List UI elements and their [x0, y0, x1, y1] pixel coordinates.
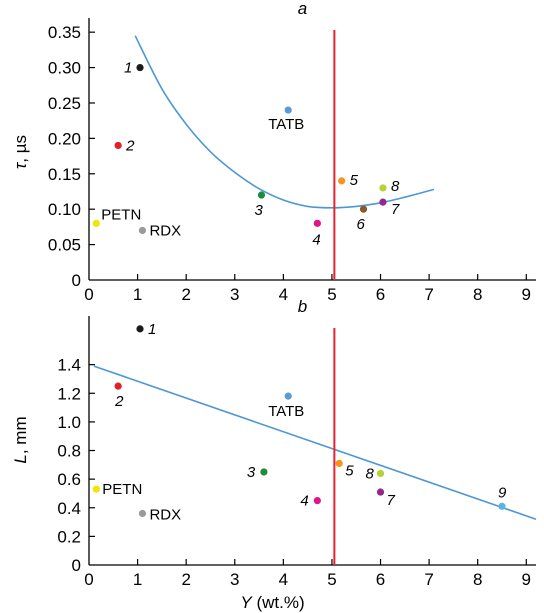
- point-label-petn: PETN: [102, 481, 142, 498]
- x-axis-symbol: Y: [240, 593, 253, 612]
- y-axis-unit: , mm: [11, 416, 30, 454]
- data-point-9: [498, 502, 506, 510]
- data-point-petn: [92, 485, 100, 493]
- x-tick-label: 7: [424, 570, 433, 589]
- x-tick-label: 3: [230, 285, 239, 304]
- data-point-5: [338, 177, 346, 185]
- data-point-8: [376, 469, 385, 478]
- fit-curve: [93, 365, 537, 520]
- point-label-9: 9: [498, 484, 507, 501]
- data-point-8: [379, 184, 387, 192]
- point-label-7: 7: [387, 492, 396, 509]
- x-tick-label: 4: [279, 570, 288, 589]
- data-point-1: [136, 63, 144, 72]
- point-label-rdx: RDX: [149, 506, 181, 523]
- data-point-6: [359, 205, 368, 213]
- point-label-7: 7: [391, 201, 400, 218]
- data-point-5: [335, 459, 343, 467]
- point-label-6: 6: [357, 216, 366, 233]
- x-axis-label: Y (wt.%): [240, 593, 304, 612]
- y-axis-unit: , µs: [11, 135, 30, 163]
- x-tick-label: 6: [376, 570, 385, 589]
- x-axis-unit: (wt.%): [252, 593, 305, 612]
- point-label-petn: PETN: [101, 206, 141, 223]
- x-tick-label: 8: [473, 285, 482, 304]
- data-point-3: [257, 191, 266, 199]
- y-axis-symbol: L: [11, 454, 30, 463]
- y-axis-symbol: τ: [11, 161, 30, 169]
- y-tick-label: 0.4: [57, 499, 81, 518]
- point-label-3: 3: [254, 202, 263, 219]
- data-point-2: [114, 141, 122, 150]
- x-tick-label: 2: [181, 285, 190, 304]
- y-tick-label: 0.6: [57, 470, 81, 489]
- data-point-2: [114, 382, 122, 390]
- y-axis-label: τ, µs: [11, 135, 30, 169]
- y-tick-label: 0.2: [57, 527, 81, 546]
- y-tick-label: 0.35: [48, 23, 81, 42]
- point-label-4: 4: [312, 231, 320, 248]
- y-tick-label: 0.20: [48, 129, 81, 148]
- x-tick-label: 0: [84, 570, 93, 589]
- y-tick-label: 0.25: [48, 94, 81, 113]
- point-label-8: 8: [391, 178, 400, 195]
- x-tick-label: 9: [522, 570, 531, 589]
- data-point-petn: [92, 219, 100, 227]
- point-label-1: 1: [124, 60, 132, 77]
- y-tick-label: 1.0: [57, 413, 81, 432]
- point-label-5: 5: [350, 172, 359, 189]
- point-label-tatb: TATB: [268, 403, 304, 420]
- y-tick-label: 0: [72, 271, 81, 290]
- x-tick-label: 1: [133, 285, 142, 304]
- x-tick-label: 0: [84, 285, 93, 304]
- point-label-tatb: TATB: [268, 116, 304, 133]
- point-label-rdx: RDX: [149, 222, 181, 239]
- point-label-5: 5: [345, 462, 354, 479]
- data-point-tatb: [284, 106, 292, 114]
- x-tick-label: 5: [327, 285, 336, 304]
- x-tick-label: 5: [327, 570, 336, 589]
- x-tick-label: 7: [424, 285, 433, 304]
- x-tick-label: 2: [181, 570, 190, 589]
- panel-a: 0 1 2 3 4 5 6 7 8 9 0 0.05 0.10 0.15 0.20 0.25 0.30 0.35 a…: [11, 0, 536, 304]
- data-point-rdx: [138, 509, 147, 518]
- point-label-2: 2: [125, 137, 135, 154]
- x-tick-label: 9: [522, 285, 531, 304]
- panel-b: 0 1 2 3 4 5 6 7 8 900.20.40.60.81.01.21.4bL, mmY …: [11, 297, 537, 612]
- point-label-2: 2: [114, 393, 124, 410]
- data-point-rdx: [138, 226, 147, 235]
- y-tick-label: 1.2: [57, 384, 81, 403]
- y-tick-label: 0.10: [48, 200, 81, 219]
- x-tick-label: 6: [376, 285, 385, 304]
- data-point-tatb: [284, 392, 292, 400]
- point-label-4: 4: [300, 493, 308, 510]
- x-tick-label: 4: [279, 285, 288, 304]
- y-tick-label: 0.15: [48, 165, 81, 184]
- point-label-3: 3: [247, 464, 256, 481]
- point-label-1: 1: [148, 321, 156, 338]
- y-axis-label: L, mm: [11, 416, 30, 463]
- data-point-7: [376, 488, 385, 496]
- y-tick-label: 0.8: [57, 442, 81, 461]
- data-point-1: [136, 325, 144, 333]
- y-tick-label: 0.30: [48, 59, 81, 78]
- data-point-4: [313, 497, 321, 505]
- panel-title: b: [298, 297, 307, 316]
- data-point-4: [313, 219, 321, 227]
- x-tick-label: 3: [230, 570, 239, 589]
- point-label-8: 8: [366, 465, 375, 482]
- data-point-7: [379, 198, 387, 206]
- y-tick-label: 0.05: [48, 236, 81, 255]
- y-tick-label: 0: [72, 556, 81, 575]
- x-tick-label: 8: [473, 570, 482, 589]
- panel-title: a: [298, 0, 307, 18]
- x-tick-label: 1: [133, 570, 142, 589]
- y-tick-label: 1.4: [57, 356, 81, 375]
- data-point-3: [260, 468, 268, 476]
